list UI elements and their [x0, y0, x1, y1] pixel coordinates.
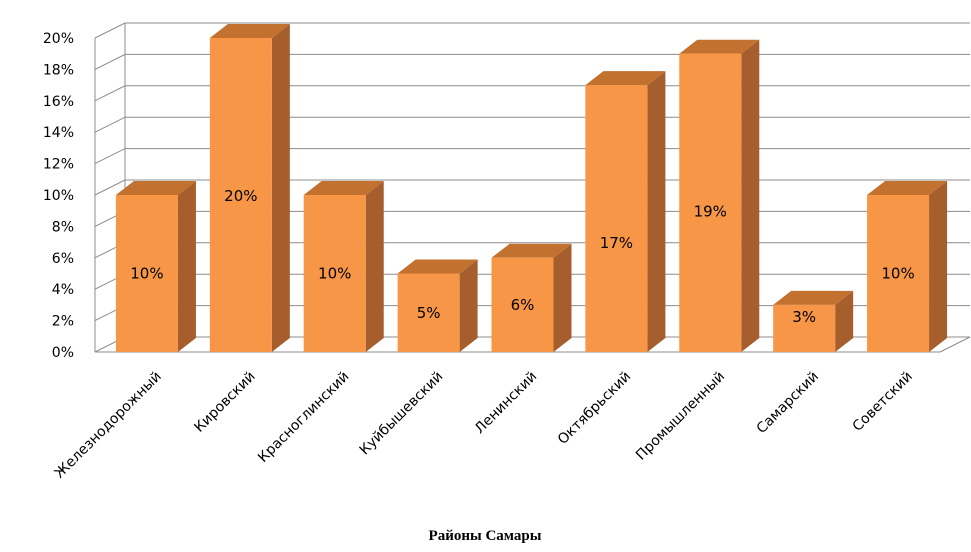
bar-front [491, 257, 554, 352]
y-tick-label: 12% [43, 157, 74, 173]
bar [397, 259, 478, 352]
bar-side [835, 290, 854, 352]
x-axis-title: Районы Самары [429, 528, 542, 544]
bar-top [397, 259, 478, 274]
data-label: 17% [600, 234, 633, 252]
bar [303, 181, 384, 352]
data-label: 6% [511, 296, 535, 314]
y-tick-label: 14% [43, 125, 74, 141]
data-label: 10% [881, 265, 914, 283]
bar-top [115, 181, 196, 195]
bar-side [365, 181, 384, 352]
bar [209, 24, 290, 352]
bar-front [209, 38, 272, 352]
x-tick-label: Красноглинский [255, 369, 352, 466]
y-tick-label: 18% [43, 62, 74, 78]
bar-front [679, 53, 742, 352]
bar [491, 243, 572, 352]
bar-top [867, 181, 948, 195]
y-tick-label: 16% [43, 94, 74, 110]
bar [679, 39, 760, 352]
bar [585, 71, 666, 352]
bar-top [679, 39, 760, 54]
x-tick-label: Кировский [191, 369, 258, 436]
data-labels: 10% 20% 10% 5% 6% 17% 19% 3% 10% [130, 187, 914, 326]
bar-top [209, 24, 290, 38]
bar-side [553, 243, 572, 352]
y-tick-label: 2% [52, 314, 74, 330]
bar-side [647, 71, 666, 352]
floor-right-edge [939, 336, 971, 353]
bar-side [929, 181, 948, 352]
data-label: 5% [417, 304, 441, 322]
x-tick-label: Промышленный [633, 369, 728, 464]
x-tick-label: Самарский [754, 369, 822, 437]
data-label: 19% [694, 203, 727, 221]
data-label: 10% [130, 265, 163, 283]
gridline [94, 22, 970, 39]
y-tick-label: 20% [43, 31, 74, 47]
bar-top [585, 71, 666, 86]
data-label: 20% [224, 187, 257, 205]
bar-front [397, 273, 460, 352]
bars [115, 24, 948, 352]
x-tick-label: Железнодорожный [52, 369, 165, 482]
y-axis-ticks: 0% 2% 4% 6% 8% 10% 12% 14% 16% 18% 20% [43, 31, 74, 361]
data-label: 3% [792, 308, 816, 326]
data-label: 10% [318, 265, 351, 283]
y-tick-label: 4% [52, 282, 74, 298]
x-tick-label: Куйбышевский [357, 369, 447, 459]
bar-side [271, 24, 290, 352]
bar-top [773, 290, 854, 305]
y-tick-label: 6% [52, 251, 74, 267]
bar-front [773, 304, 836, 352]
x-tick-label: Ленинский [472, 369, 541, 438]
bar-front [303, 195, 366, 352]
x-tick-label: Октябрьский [555, 369, 634, 448]
y-tick-label: 8% [52, 219, 74, 235]
x-tick-label: Советский [850, 369, 916, 435]
bar-top [491, 243, 572, 258]
bar-front [867, 195, 930, 352]
bar-front [585, 85, 648, 352]
bar [115, 181, 196, 352]
bar-side [459, 259, 478, 352]
bar-side [741, 39, 760, 352]
bar [773, 290, 854, 352]
bar-front [115, 195, 178, 352]
bar-side [177, 181, 196, 352]
bar-top [303, 181, 384, 195]
bar [867, 181, 948, 352]
y-tick-label: 10% [43, 188, 74, 204]
y-tick-label: 0% [52, 345, 74, 361]
